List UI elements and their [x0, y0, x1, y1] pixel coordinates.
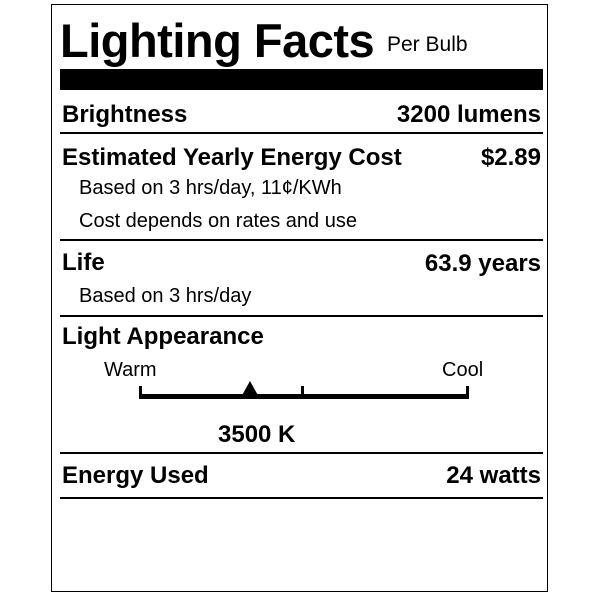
energy-cost-note: Based on 3 hrs/day, 11¢/KWh — [79, 177, 342, 199]
brightness-label: Brightness — [62, 101, 188, 128]
energy-used-value: 24 watts — [446, 462, 541, 489]
scale-tick — [139, 386, 142, 399]
life-note: Based on 3 hrs/day — [79, 285, 252, 307]
energy-cost-value: $2.89 — [480, 144, 541, 171]
cool-label: Cool — [442, 359, 484, 381]
scale-tick — [466, 386, 469, 399]
temperature-marker-icon — [239, 381, 260, 399]
label-subtitle: Per Bulb — [387, 33, 468, 56]
brightness-value: 3200 lumens — [396, 101, 541, 128]
energy-cost-label: Estimated Yearly Energy Cost — [62, 144, 402, 171]
divider — [60, 497, 543, 499]
warm-label: Warm — [104, 359, 157, 381]
lighting-facts-label: Lighting Facts Per Bulb Brightness 3200 … — [51, 4, 548, 592]
scale-tick — [301, 386, 304, 399]
color-temperature-scale — [139, 381, 469, 399]
label-title: Lighting Facts — [60, 14, 375, 67]
life-label: Life — [62, 249, 105, 276]
energy-cost-note: Cost depends on rates and use — [79, 210, 357, 232]
title-bar — [60, 69, 543, 90]
divider — [60, 315, 543, 317]
color-temperature-value: 3500 K — [218, 421, 296, 448]
life-value: 63.9 years — [424, 250, 541, 277]
energy-used-label: Energy Used — [62, 462, 209, 489]
divider — [60, 239, 543, 241]
divider — [60, 132, 543, 134]
divider — [60, 452, 543, 454]
light-appearance-label: Light Appearance — [62, 323, 264, 350]
